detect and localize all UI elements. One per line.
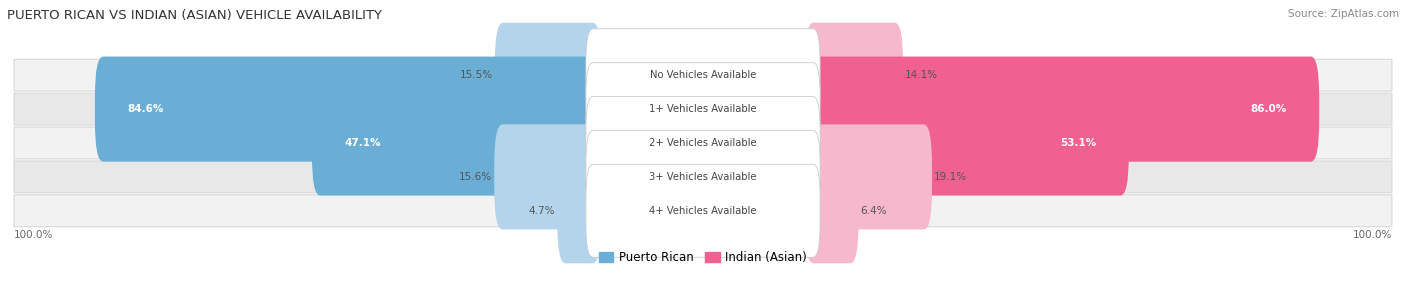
FancyBboxPatch shape <box>586 29 820 122</box>
FancyBboxPatch shape <box>806 23 903 128</box>
FancyBboxPatch shape <box>14 59 1392 91</box>
FancyBboxPatch shape <box>586 97 820 189</box>
Text: PUERTO RICAN VS INDIAN (ASIAN) VEHICLE AVAILABILITY: PUERTO RICAN VS INDIAN (ASIAN) VEHICLE A… <box>7 9 382 21</box>
Text: 14.1%: 14.1% <box>905 70 938 80</box>
FancyBboxPatch shape <box>96 57 600 162</box>
Text: 1+ Vehicles Available: 1+ Vehicles Available <box>650 104 756 114</box>
Text: 15.5%: 15.5% <box>460 70 492 80</box>
Text: 47.1%: 47.1% <box>344 138 381 148</box>
Text: 3+ Vehicles Available: 3+ Vehicles Available <box>650 172 756 182</box>
Text: 2+ Vehicles Available: 2+ Vehicles Available <box>650 138 756 148</box>
FancyBboxPatch shape <box>495 124 600 229</box>
Text: 6.4%: 6.4% <box>860 206 887 216</box>
FancyBboxPatch shape <box>806 158 859 263</box>
FancyBboxPatch shape <box>806 57 1319 162</box>
FancyBboxPatch shape <box>586 130 820 223</box>
Text: 100.0%: 100.0% <box>1353 230 1392 239</box>
FancyBboxPatch shape <box>495 23 600 128</box>
Text: 4+ Vehicles Available: 4+ Vehicles Available <box>650 206 756 216</box>
Text: Source: ZipAtlas.com: Source: ZipAtlas.com <box>1288 9 1399 19</box>
FancyBboxPatch shape <box>14 161 1392 193</box>
Text: 100.0%: 100.0% <box>14 230 53 239</box>
Text: 19.1%: 19.1% <box>934 172 967 182</box>
Text: 53.1%: 53.1% <box>1060 138 1097 148</box>
FancyBboxPatch shape <box>806 124 932 229</box>
Text: 4.7%: 4.7% <box>529 206 555 216</box>
FancyBboxPatch shape <box>312 90 600 196</box>
FancyBboxPatch shape <box>557 158 600 263</box>
FancyBboxPatch shape <box>14 93 1392 125</box>
Text: No Vehicles Available: No Vehicles Available <box>650 70 756 80</box>
FancyBboxPatch shape <box>806 90 1129 196</box>
FancyBboxPatch shape <box>14 195 1392 227</box>
Text: 84.6%: 84.6% <box>128 104 163 114</box>
Legend: Puerto Rican, Indian (Asian): Puerto Rican, Indian (Asian) <box>595 247 811 269</box>
FancyBboxPatch shape <box>14 127 1392 159</box>
FancyBboxPatch shape <box>586 63 820 156</box>
Text: 15.6%: 15.6% <box>458 172 492 182</box>
FancyBboxPatch shape <box>586 164 820 257</box>
Text: 86.0%: 86.0% <box>1250 104 1286 114</box>
